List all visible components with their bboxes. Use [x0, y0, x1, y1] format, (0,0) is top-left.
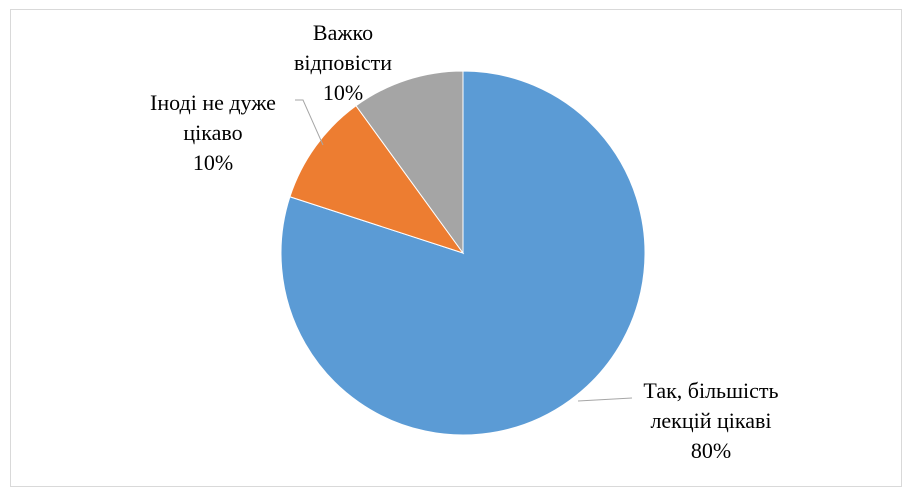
slice-label-line: лекцій цікаві	[650, 408, 771, 433]
slice-label-2: Іноді не дуже цікаво 10%	[150, 90, 276, 175]
slice-label-line: Важко	[313, 20, 373, 45]
slice-value-label: 10%	[323, 80, 363, 105]
leader-line-1	[577, 397, 633, 402]
slice-label-3: Важко відповісти 10%	[294, 20, 392, 105]
slice-value-label: 10%	[193, 150, 233, 175]
slice-label-line: Іноді не дуже	[150, 90, 276, 115]
slice-label-line: відповісти	[294, 50, 392, 75]
slice-label-line: цікаво	[183, 120, 242, 145]
slice-label-line: Так, більшість	[643, 378, 778, 403]
pie-slices	[280, 70, 646, 436]
slice-value-label: 80%	[691, 438, 731, 463]
slice-label-1: Так, більшість лекцій цікаві 80%	[643, 378, 778, 463]
slice-labels: Так, більшість лекцій цікаві 80% Іноді не д…	[150, 20, 779, 463]
leader-line-2	[295, 99, 324, 146]
pie-slice-1	[280, 70, 646, 436]
pie-slice-3	[355, 70, 464, 255]
pie-slice-2	[289, 105, 465, 254]
leader-lines	[295, 99, 633, 402]
